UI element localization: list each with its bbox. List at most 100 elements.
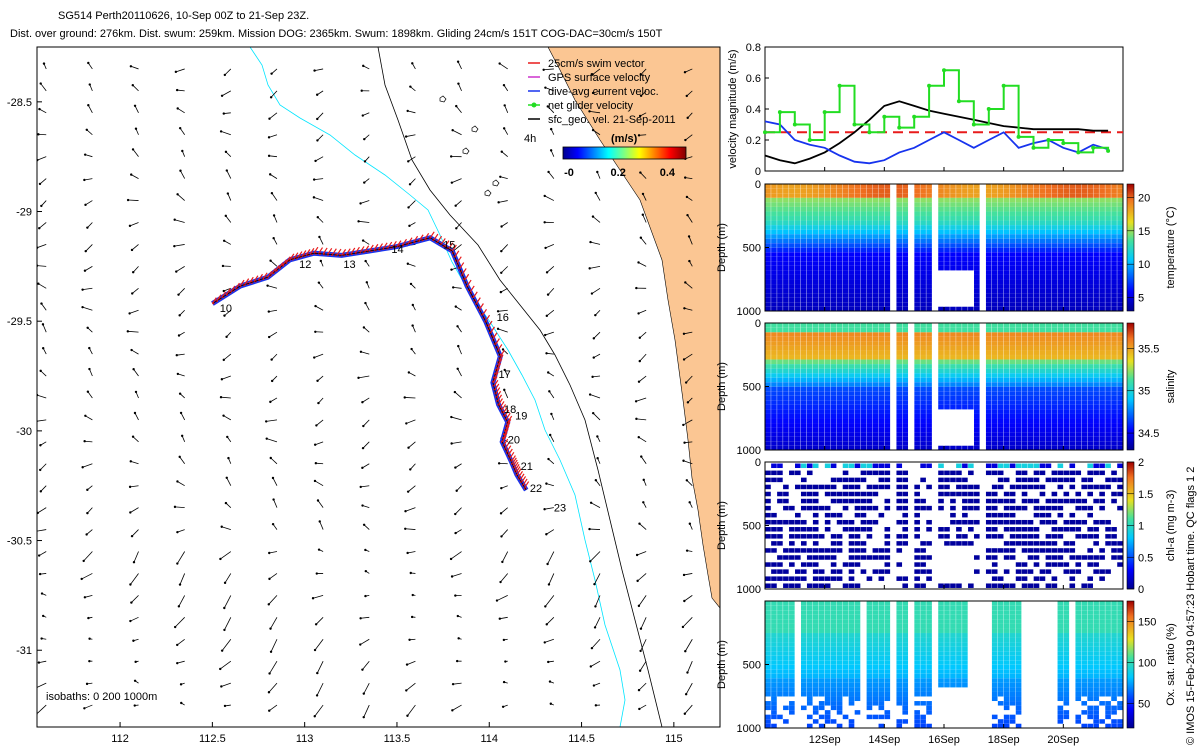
chla-point	[830, 512, 837, 518]
salinity-point	[1015, 423, 1022, 428]
current-arrow-head	[181, 149, 184, 153]
y-tick-label: 0	[755, 179, 761, 191]
chla-point	[1033, 498, 1040, 504]
salinity-point	[938, 350, 944, 355]
temperature-point	[926, 225, 932, 230]
chla-point	[789, 583, 795, 588]
temperature-point	[991, 216, 998, 221]
salinity-point	[962, 404, 968, 410]
salinity-point	[848, 441, 855, 446]
chla-point	[1027, 541, 1034, 546]
temperature-point	[938, 220, 944, 226]
temperature-point	[789, 234, 795, 239]
temperature-point	[926, 293, 932, 298]
current-arrow-head	[682, 332, 686, 336]
temperature-point	[1039, 265, 1046, 271]
current-arrow-head	[177, 605, 181, 608]
salinity-point	[1075, 423, 1082, 428]
salinity-point	[944, 400, 950, 405]
chla-point	[830, 569, 837, 574]
temperature-point	[872, 274, 879, 280]
salinity-point	[884, 432, 891, 437]
swim-vector	[503, 438, 509, 446]
chla-point	[1117, 505, 1123, 511]
temperature-point	[777, 238, 783, 244]
chla-point	[1111, 548, 1117, 553]
oxygen-point	[783, 655, 789, 661]
current-arrow	[269, 112, 278, 120]
day-label: 17	[498, 369, 510, 381]
chla-point	[812, 491, 819, 497]
salinity-point	[1105, 391, 1111, 396]
temperature-point	[1045, 238, 1052, 244]
salinity-point	[968, 382, 974, 387]
salinity-point	[777, 404, 783, 410]
temperature-point	[1057, 284, 1064, 289]
swim-vector	[322, 247, 328, 255]
salinity-point	[938, 336, 944, 342]
salinity-point	[938, 355, 944, 360]
temperature-point	[836, 274, 843, 280]
salinity-point	[1051, 436, 1058, 442]
salinity-point	[830, 441, 837, 446]
salinity-point	[1039, 373, 1046, 378]
oxygen-point	[771, 696, 777, 702]
salinity-point	[896, 373, 903, 378]
salinity-point	[1093, 373, 1099, 378]
temperature-point	[866, 279, 873, 285]
chla-point	[1015, 463, 1022, 469]
salinity-point	[950, 350, 956, 355]
salinity-point	[866, 364, 873, 369]
temperature-point	[974, 243, 980, 248]
chla-point	[938, 583, 944, 588]
swim-vector	[466, 279, 472, 287]
salinity-point	[1063, 441, 1070, 446]
chla-point	[842, 498, 849, 504]
temperature-point	[765, 211, 771, 216]
temperature-point	[789, 225, 795, 230]
salinity-point	[830, 345, 837, 351]
temperature-point	[956, 197, 962, 203]
salinity-point	[1087, 391, 1093, 396]
current-arrow	[316, 112, 324, 120]
salinity-point	[1069, 441, 1076, 446]
temperature-point	[1039, 184, 1046, 189]
chla-point	[914, 491, 920, 497]
current-arrow	[452, 704, 462, 711]
temperature-point	[1111, 256, 1117, 262]
oxygen-point	[771, 682, 777, 688]
salinity-point	[956, 345, 962, 351]
salinity-point	[1063, 345, 1070, 351]
salinity-point	[1033, 445, 1040, 451]
chla-point	[1117, 477, 1123, 483]
temperature-point	[1003, 252, 1010, 257]
salinity-point	[878, 350, 885, 355]
salinity-point	[985, 404, 992, 410]
temperature-point	[938, 197, 944, 203]
temperature-point	[1033, 293, 1040, 298]
temperature-point	[985, 306, 992, 312]
temperature-point	[1075, 188, 1082, 194]
current-arrow-head	[365, 281, 369, 284]
salinity-point	[1051, 418, 1058, 424]
current-arrow	[640, 68, 647, 75]
salinity-point	[830, 432, 837, 437]
temperature-point	[991, 302, 998, 307]
oxygen-point	[771, 655, 777, 661]
oxygen-point	[783, 651, 789, 656]
temperature-point	[991, 202, 998, 207]
temperature-point	[902, 225, 909, 230]
salinity-point	[818, 391, 825, 396]
current-arrow-head	[499, 175, 502, 178]
salinity-point	[896, 395, 903, 401]
current-arrow-head	[266, 284, 269, 287]
chla-point	[1063, 477, 1070, 483]
salinity-point	[1117, 382, 1123, 387]
temperature-point	[866, 274, 873, 280]
current-arrow	[592, 90, 601, 94]
chla-point	[1045, 541, 1052, 546]
chla-point	[914, 527, 920, 532]
salinity-point	[795, 327, 801, 333]
temperature-point	[848, 306, 855, 312]
current-arrow	[546, 483, 554, 487]
